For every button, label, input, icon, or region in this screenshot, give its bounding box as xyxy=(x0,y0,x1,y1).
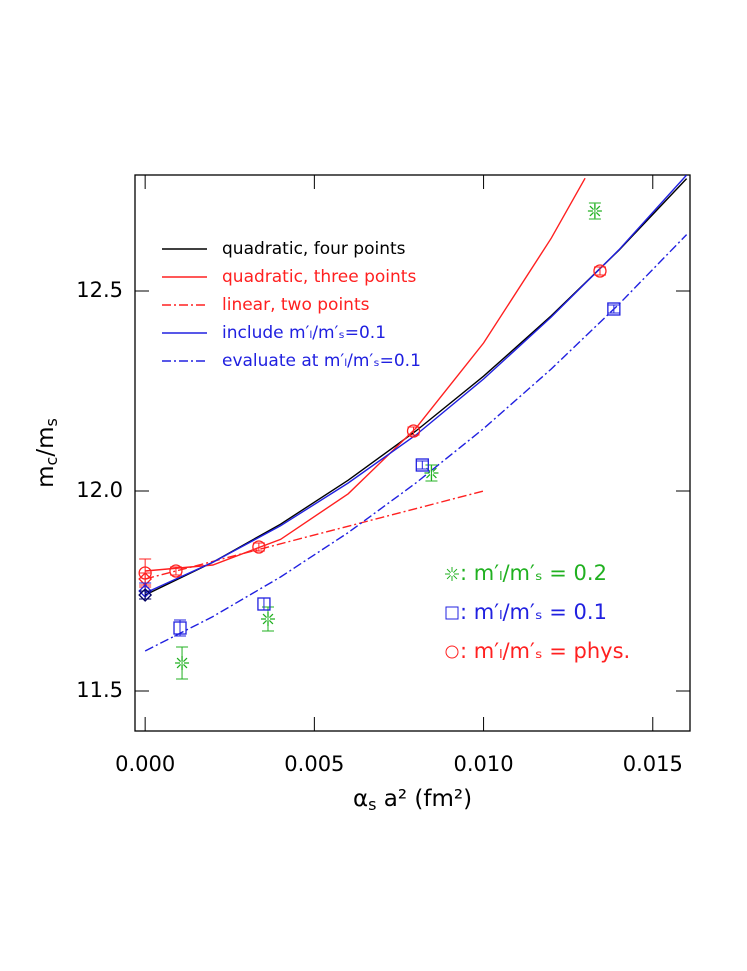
y-axis-label-part: s xyxy=(42,418,61,426)
point xyxy=(257,597,271,611)
y-axis-label: mc/ms xyxy=(33,418,61,488)
error-bar xyxy=(139,590,152,600)
x-axis-label-part: α xyxy=(353,786,368,812)
point xyxy=(406,424,421,438)
x-tick-label: 0.000 xyxy=(115,752,175,776)
legend-label: linear, two points xyxy=(222,295,370,315)
error-bar xyxy=(416,460,429,470)
error-bar xyxy=(593,266,606,276)
x-tick-label: 0.015 xyxy=(623,752,683,776)
legend-label: quadratic, four points xyxy=(222,239,406,259)
point xyxy=(607,302,621,316)
legend-marker xyxy=(445,567,459,581)
point xyxy=(252,540,266,554)
error-bar xyxy=(607,304,620,314)
x-axis-label-part: s xyxy=(368,795,376,814)
error-bar xyxy=(174,619,187,637)
x-axis-label: αs a² (fm²) xyxy=(353,786,472,814)
point xyxy=(260,612,275,626)
fit-curve xyxy=(144,234,688,652)
legend-marker xyxy=(445,645,459,659)
point xyxy=(587,204,602,218)
y-tick-label: 11.5 xyxy=(76,678,123,702)
point xyxy=(169,564,183,578)
fit-curve xyxy=(144,490,484,580)
y-axis-label-part: c xyxy=(42,457,61,466)
point xyxy=(138,588,153,602)
point xyxy=(175,656,190,670)
error-bar xyxy=(176,646,189,680)
x-tick-label: 0.010 xyxy=(454,752,514,776)
legend-label: : m′ₗ/m′ₛ = phys. xyxy=(460,639,630,663)
legend-label: quadratic, three points xyxy=(222,267,416,287)
y-axis-label-part: /m xyxy=(33,426,59,456)
point xyxy=(593,264,607,278)
plot-frame xyxy=(134,174,691,732)
x-axis-label-part: a² (fm²) xyxy=(376,786,472,812)
x-tick-label: 0.005 xyxy=(284,752,344,776)
point xyxy=(173,621,187,635)
fit-curve xyxy=(145,177,586,572)
fit-curve xyxy=(144,175,688,594)
y-tick-label: 12.0 xyxy=(76,478,123,502)
legend-label: evaluate at m′ₗ/m′ₛ=0.1 xyxy=(222,351,421,371)
y-axis-label-part: m xyxy=(33,465,59,487)
y-tick-label: 12.5 xyxy=(76,278,123,302)
legend-label: : m′ₗ/m′ₛ = 0.2 xyxy=(460,561,607,585)
legend-marker xyxy=(445,606,459,620)
legend-label: include m′ₗ/m′ₛ=0.1 xyxy=(222,323,386,343)
plot-area xyxy=(138,175,688,680)
legend-label: : m′ₗ/m′ₛ = 0.1 xyxy=(460,600,607,624)
point xyxy=(415,458,429,472)
